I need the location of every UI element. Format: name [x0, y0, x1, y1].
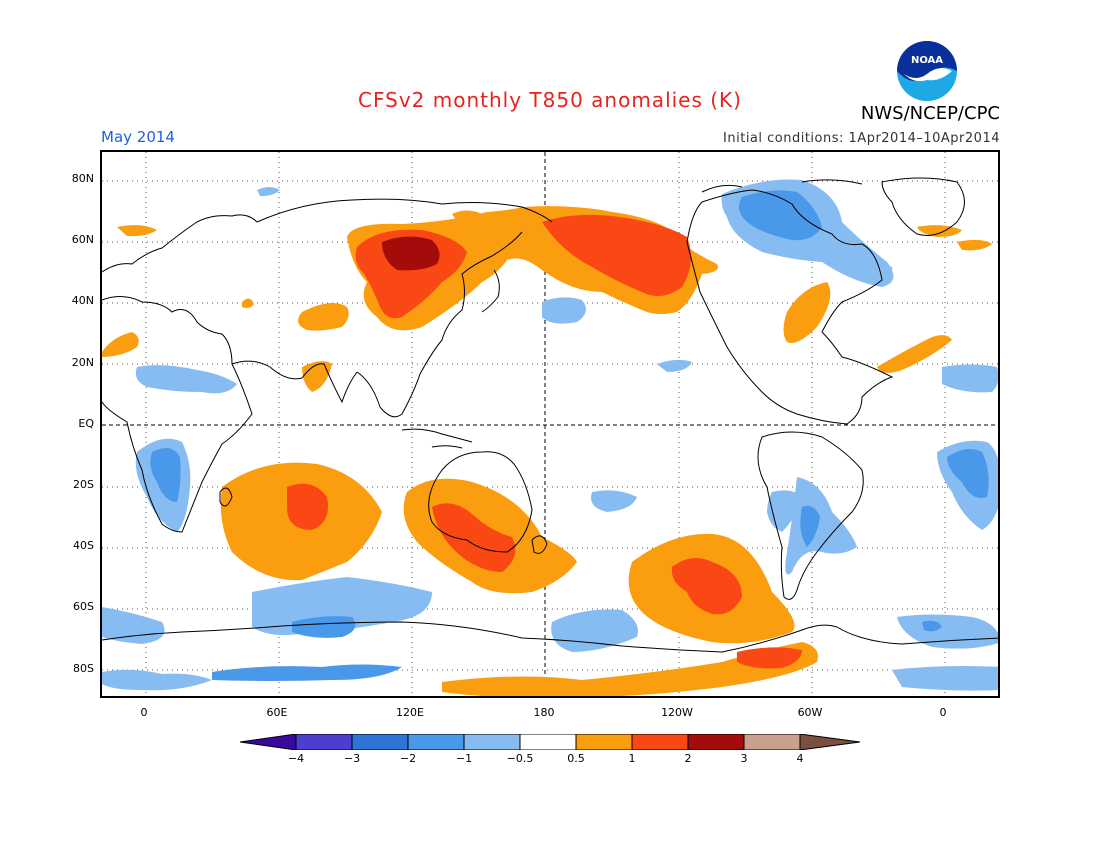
- warm-anomalies-3K: [382, 236, 440, 271]
- lon-label-60W: 60W: [797, 706, 823, 719]
- lat-label-80S: 80S: [73, 662, 94, 675]
- initial-conditions: Initial conditions: 1Apr2014–10Apr2014: [723, 131, 1000, 146]
- lon-label-60E: 60E: [266, 706, 288, 719]
- agency-label: NWS/NCEP/CPC: [860, 103, 1000, 124]
- colorbar-label-pos1: 1: [628, 752, 636, 765]
- lon-label-0-west: 0: [140, 706, 148, 719]
- colorbar: [239, 733, 861, 751]
- colorbar-label-pos2: 2: [684, 752, 692, 765]
- lat-label-60S: 60S: [73, 600, 94, 613]
- colorbar-label-neg1: −1: [455, 752, 473, 765]
- cold-anomalies-2K: [150, 190, 989, 681]
- colorbar-label-pos4: 4: [796, 752, 804, 765]
- coastlines: [102, 177, 998, 653]
- colorbar-label-neg4: −4: [287, 752, 305, 765]
- lon-label-120W: 120W: [661, 706, 693, 719]
- colorbar-label-neg3: −3: [343, 752, 361, 765]
- forecast-month: May 2014: [101, 128, 175, 146]
- noaa-logo: NOAA: [896, 40, 958, 106]
- lat-label-20S: 20S: [73, 478, 94, 491]
- colorbar-label-pos05: 0.5: [567, 752, 585, 765]
- lon-label-180: 180: [533, 706, 555, 719]
- lat-label-80N: 80N: [71, 172, 94, 185]
- colorbar-label-neg2: −2: [399, 752, 417, 765]
- lat-label-EQ: EQ: [78, 417, 94, 430]
- colorbar-label-pos3: 3: [740, 752, 748, 765]
- lon-label-120E: 120E: [396, 706, 424, 719]
- noaa-logo-text: NOAA: [911, 55, 943, 66]
- lat-label-40N: 40N: [71, 294, 94, 307]
- lon-label-0-east: 0: [939, 706, 947, 719]
- lat-label-40S: 40S: [73, 539, 94, 552]
- lat-label-20N: 20N: [71, 356, 94, 369]
- anomaly-map: [100, 150, 1000, 698]
- colorbar-label-neg05: −0.5: [506, 752, 534, 765]
- map-title: CFSv2 monthly T850 anomalies (K): [358, 88, 742, 112]
- lat-label-60N: 60N: [71, 233, 94, 246]
